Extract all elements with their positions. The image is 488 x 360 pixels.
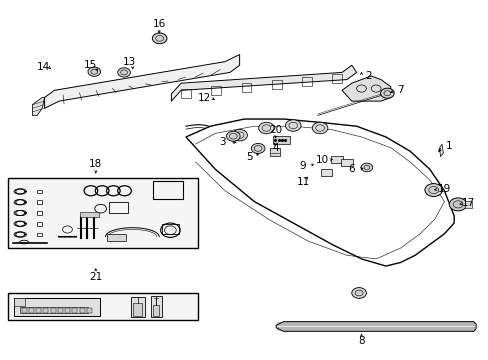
Bar [320, 169, 331, 176]
Bar [331, 74, 341, 83]
Bar [14, 298, 100, 316]
Polygon shape [171, 65, 356, 101]
Bar [20, 307, 88, 314]
Bar [80, 212, 99, 217]
Text: 8: 8 [358, 336, 364, 346]
Circle shape [424, 184, 442, 197]
Text: 11: 11 [296, 177, 309, 187]
Circle shape [251, 143, 264, 153]
Circle shape [380, 88, 393, 98]
Bar [211, 86, 221, 95]
Polygon shape [32, 98, 44, 116]
Circle shape [231, 130, 247, 141]
Text: 19: 19 [437, 184, 450, 194]
Text: 10: 10 [315, 155, 328, 165]
Text: 13: 13 [123, 57, 136, 67]
Bar [107, 234, 126, 241]
Text: 16: 16 [152, 19, 165, 29]
Text: 5: 5 [245, 152, 252, 162]
Bar [153, 181, 183, 199]
Bar [302, 77, 311, 86]
Bar [80, 308, 84, 313]
Bar [181, 89, 190, 98]
Circle shape [152, 33, 166, 44]
Text: 4: 4 [272, 143, 279, 153]
Bar [37, 211, 42, 215]
Bar [271, 80, 281, 89]
Text: 9: 9 [299, 161, 305, 171]
Text: 6: 6 [348, 164, 354, 174]
Bar [58, 308, 63, 313]
Circle shape [88, 67, 101, 76]
Bar [131, 297, 144, 318]
Circle shape [448, 198, 466, 211]
Bar [72, 308, 77, 313]
Bar [161, 224, 179, 234]
Bar [65, 308, 70, 313]
Text: 21: 21 [89, 272, 102, 282]
Bar [37, 190, 42, 193]
Text: 3: 3 [219, 138, 225, 147]
Bar [43, 308, 48, 313]
Bar [109, 202, 128, 213]
Bar [464, 201, 471, 208]
Text: 14: 14 [37, 62, 50, 72]
Circle shape [118, 68, 130, 77]
Circle shape [312, 122, 327, 134]
Bar [37, 222, 42, 226]
Bar [21, 308, 26, 313]
Bar [29, 308, 34, 313]
Circle shape [351, 288, 366, 298]
Bar [8, 293, 198, 320]
Polygon shape [341, 76, 390, 101]
Bar [151, 296, 161, 318]
Circle shape [226, 131, 240, 141]
Bar [36, 308, 41, 313]
Bar [330, 156, 342, 163]
Bar [133, 303, 142, 316]
Text: 1: 1 [445, 141, 452, 151]
Circle shape [258, 122, 274, 134]
Bar [37, 201, 42, 204]
Bar [241, 83, 251, 92]
Bar [153, 305, 159, 316]
Text: 20: 20 [269, 125, 282, 135]
Bar [340, 159, 352, 166]
Polygon shape [185, 119, 453, 266]
Bar [272, 136, 289, 144]
Text: 12: 12 [198, 93, 211, 103]
Polygon shape [439, 144, 443, 157]
Circle shape [360, 163, 372, 172]
Bar [37, 233, 42, 236]
Polygon shape [276, 321, 475, 331]
Bar [14, 298, 25, 306]
Bar [87, 308, 92, 313]
Polygon shape [44, 54, 239, 108]
Bar [51, 308, 56, 313]
Bar [8, 178, 198, 248]
Text: 18: 18 [89, 159, 102, 169]
Text: 2: 2 [365, 71, 371, 81]
Bar [269, 148, 279, 156]
Text: 15: 15 [84, 60, 97, 70]
Circle shape [285, 120, 301, 131]
Text: 7: 7 [396, 85, 403, 95]
Text: 17: 17 [461, 198, 474, 208]
